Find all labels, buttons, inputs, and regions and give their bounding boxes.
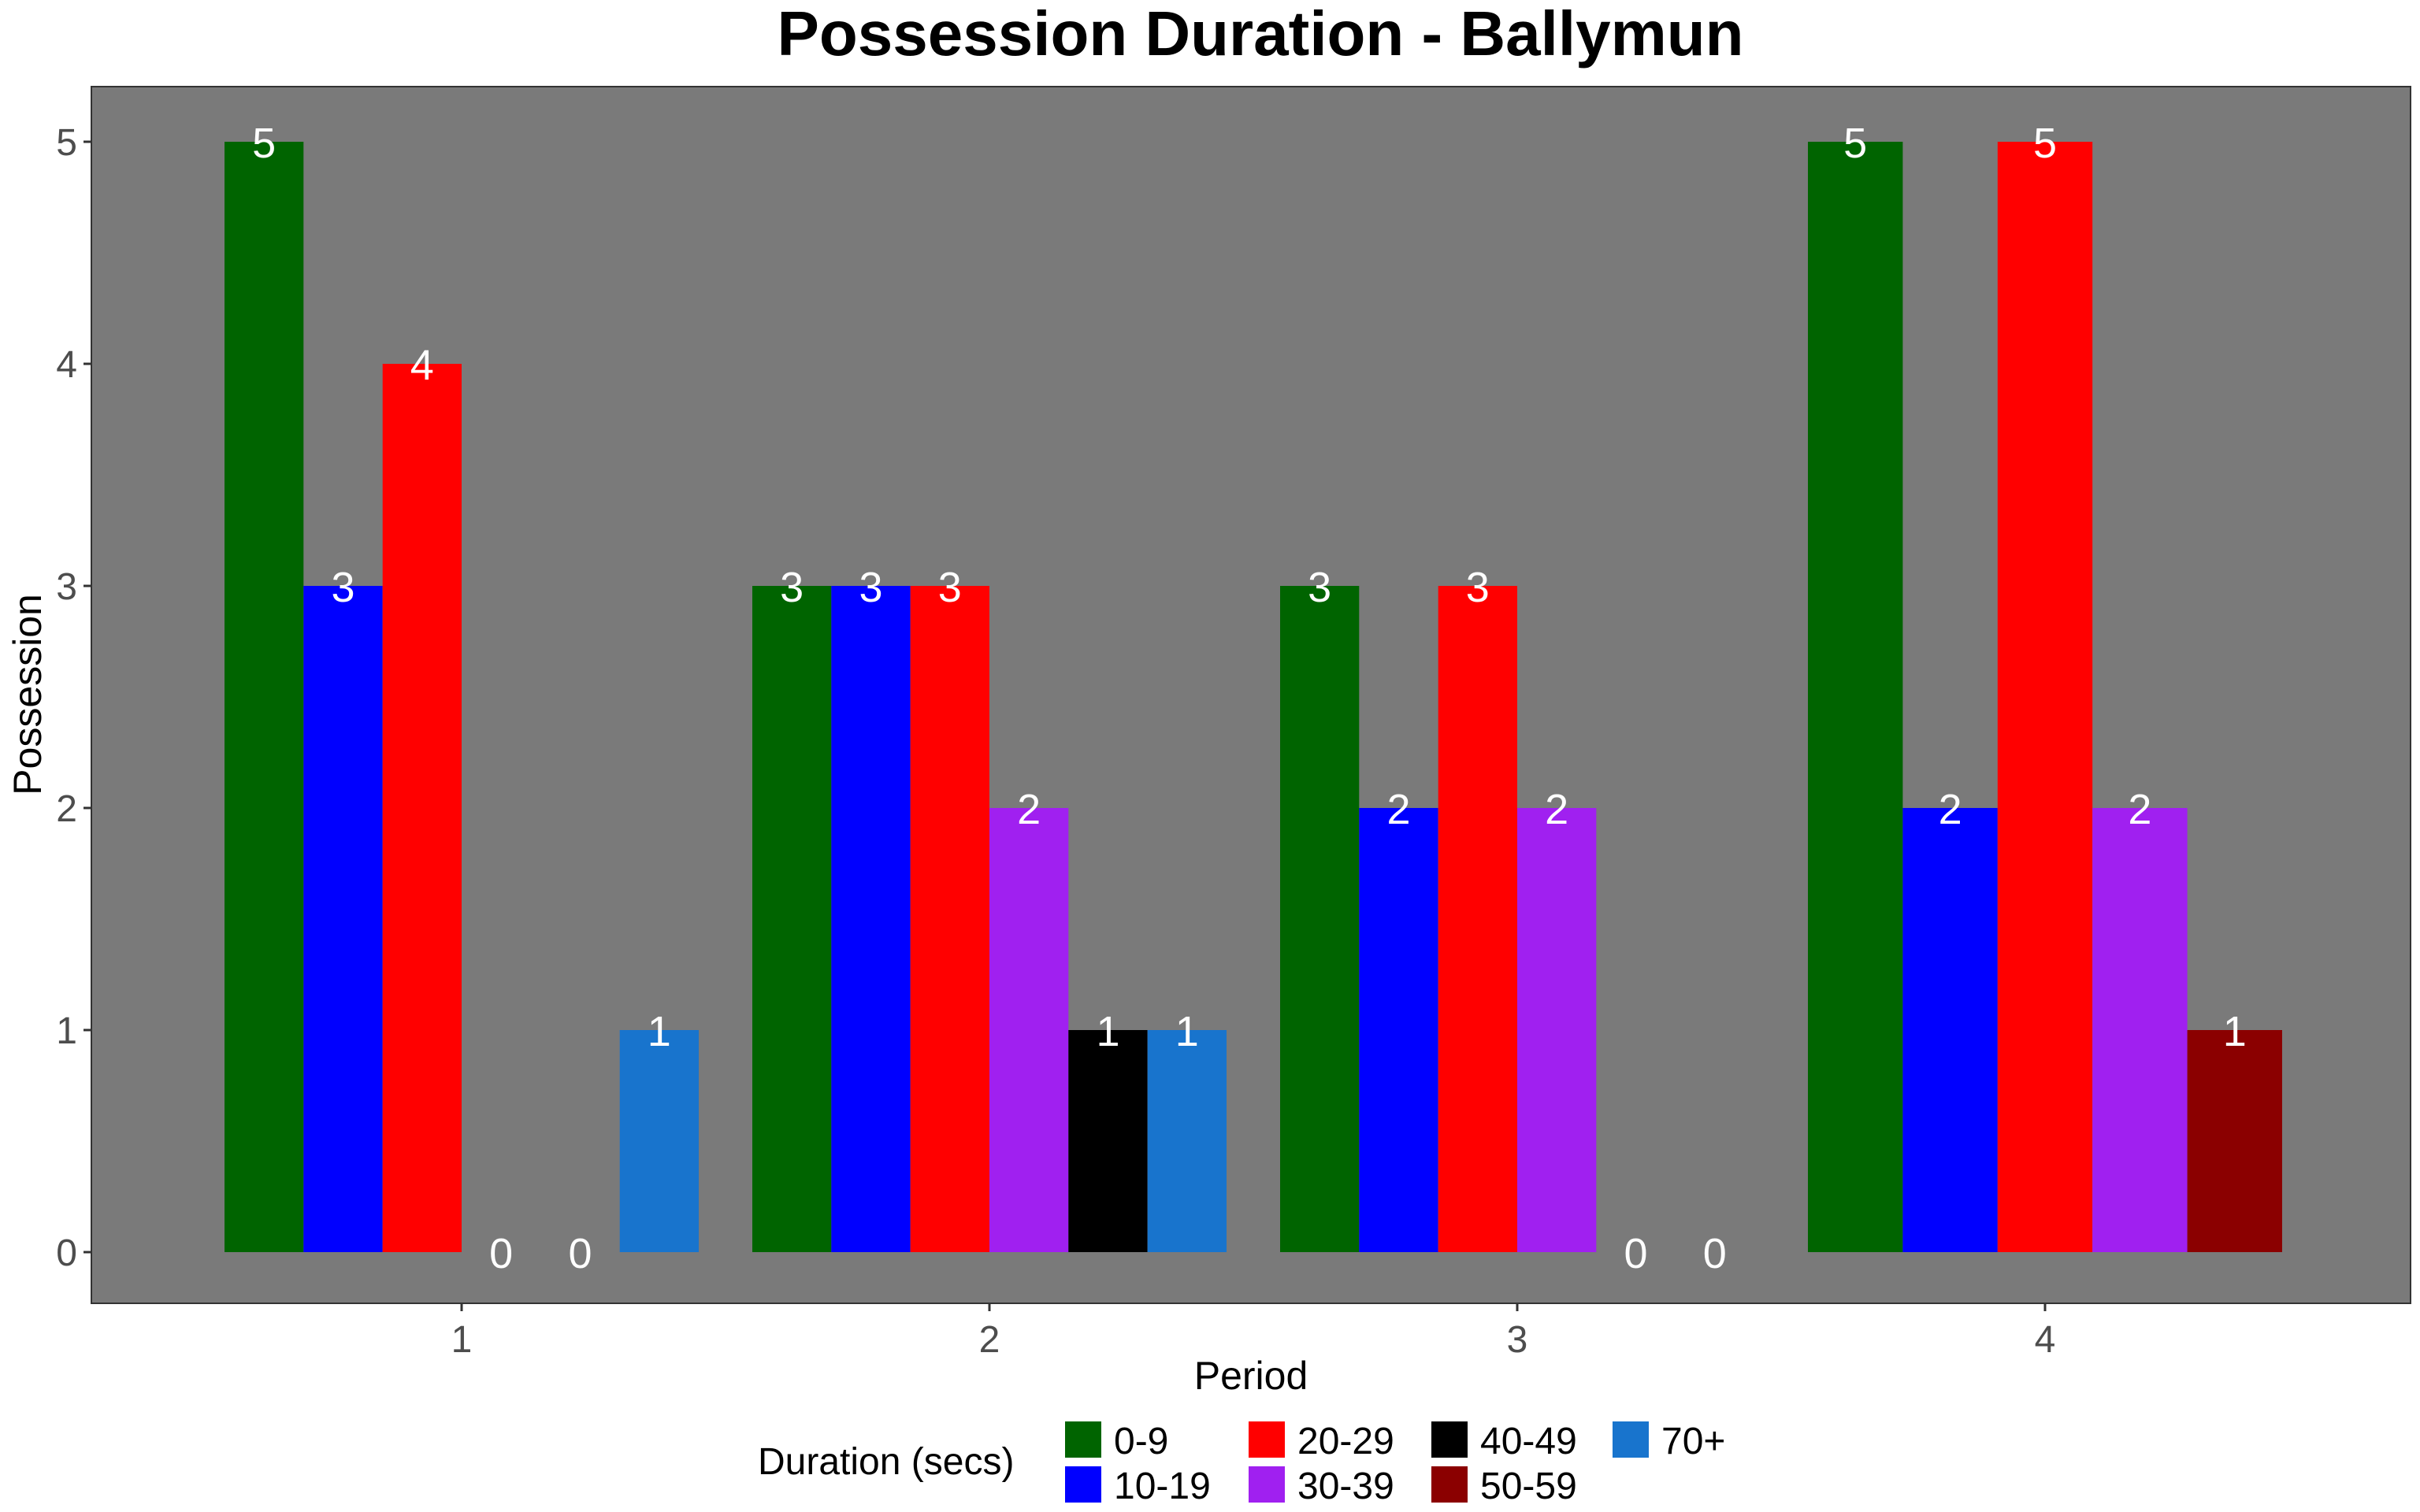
data-label-period1-40-49: 0 [568,1230,592,1277]
legend-key-10-19 [1065,1466,1101,1503]
bar-period2-70+ [1147,1030,1227,1252]
data-label-period3-40-49: 0 [1624,1230,1647,1277]
bars-layer [225,142,2282,1252]
legend-label-40-49: 40-49 [1480,1421,1577,1462]
x-tick-label: 4 [2035,1319,2056,1361]
y-tick-label: 4 [56,344,77,386]
data-label-period2-40-49: 1 [1096,1008,1119,1055]
data-label-period2-20-29: 3 [938,564,962,611]
data-label-period2-70+: 1 [1175,1008,1199,1055]
legend-label-50-59: 50-59 [1480,1466,1577,1507]
data-label-period2-10-19: 3 [859,564,882,611]
data-label-period3-30-39: 2 [1545,786,1568,833]
data-label-period4-0-9: 5 [1843,120,1867,167]
legend-title: Duration (secs) [758,1441,1014,1483]
bar-period3-30-39 [1517,808,1597,1252]
data-label-period4-30-39: 2 [2128,786,2151,833]
data-label-period4-20-29: 5 [2033,120,2057,167]
bar-period1-0-9 [225,142,304,1252]
x-axis: 1 2 3 4 [451,1303,2056,1361]
legend-key-70+ [1613,1421,1649,1458]
legend-label-30-39: 30-39 [1297,1466,1394,1507]
bar-period4-10-19 [1902,808,1998,1252]
data-label-period2-30-39: 2 [1017,786,1041,833]
data-label-period3-20-29: 3 [1466,564,1490,611]
data-label-period1-70+: 1 [648,1008,671,1055]
chart-title: Possession Duration - Ballymun [778,0,1744,69]
data-label-period2-0-9: 3 [780,564,804,611]
data-label-period3-10-19: 2 [1386,786,1410,833]
y-tick-label: 2 [56,788,77,830]
y-axis: 0 1 2 3 4 5 [56,122,91,1274]
data-label-period3-0-9: 3 [1308,564,1331,611]
data-label-period4-10-19: 2 [1939,786,1962,833]
data-label-period4-50-59: 1 [2223,1008,2247,1055]
legend-label-20-29: 20-29 [1297,1421,1394,1462]
bar-period2-0-9 [752,586,832,1252]
data-label-period3-70+: 0 [1703,1230,1727,1277]
data-label-period1-10-19: 3 [331,564,354,611]
bar-period3-0-9 [1280,586,1360,1252]
legend-key-30-39 [1249,1466,1285,1503]
bar-period3-20-29 [1438,586,1517,1252]
bar-period4-20-29 [1997,142,2093,1252]
y-tick-label: 3 [56,566,77,608]
data-label-period1-0-9: 5 [252,120,276,167]
data-label-period1-30-39: 0 [489,1230,513,1277]
bar-period1-20-29 [382,364,462,1252]
legend-key-50-59 [1431,1466,1468,1503]
legend-key-20-29 [1249,1421,1285,1458]
bar-period4-50-59 [2187,1030,2282,1252]
legend-key-0-9 [1065,1421,1101,1458]
bar-period1-70+ [619,1030,699,1252]
bar-period2-10-19 [831,586,911,1252]
bar-period1-10-19 [303,586,383,1252]
legend-label-0-9: 0-9 [1114,1421,1168,1462]
y-tick-label: 5 [56,122,77,164]
x-axis-title: Period [1194,1354,1308,1398]
y-axis-title: Possession [6,594,50,795]
bar-period2-20-29 [910,586,989,1252]
bar-period3-10-19 [1359,808,1438,1252]
bar-period2-30-39 [989,808,1069,1252]
legend-label-10-19: 10-19 [1114,1466,1211,1507]
x-tick-label: 3 [1507,1319,1528,1361]
y-tick-label: 1 [56,1010,77,1052]
data-label-period1-20-29: 4 [410,342,434,389]
bar-period2-40-49 [1068,1030,1148,1252]
legend-label-70+: 70+ [1661,1421,1725,1462]
x-tick-label: 2 [979,1319,1000,1361]
legend-key-40-49 [1431,1421,1468,1458]
bar-period4-0-9 [1808,142,1903,1252]
labels-layer: 5 3 4 0 0 1 3 3 3 2 1 1 3 2 3 2 0 0 5 2 5 2 1 [252,120,2247,1277]
y-tick-label: 0 [56,1232,77,1274]
bar-period4-30-39 [2092,808,2188,1252]
x-tick-label: 1 [451,1319,473,1361]
